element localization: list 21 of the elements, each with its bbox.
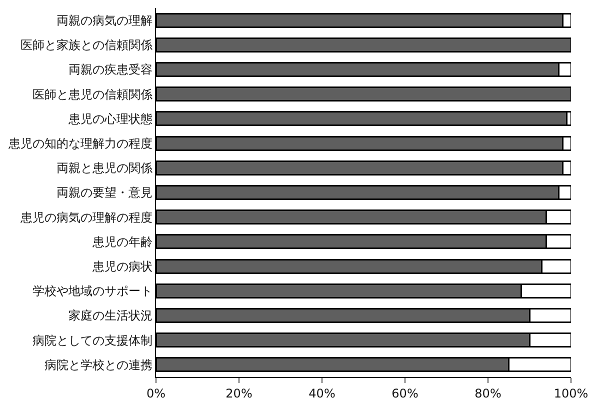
y-tick-label: 学校や地域のサポート [32, 284, 153, 298]
x-tick-label: 40% [308, 386, 336, 400]
y-tick-label: 家庭の生活状況 [68, 308, 153, 323]
y-tick-label: 病院としての支援体制 [32, 333, 153, 348]
y-tick-label: 患児の年齢 [92, 234, 153, 249]
x-tick-label: 0% [146, 386, 166, 400]
x-tick-label: 20% [226, 386, 252, 400]
y-tick-label: 患児の知的な理解力の程度 [8, 136, 153, 150]
y-tick-label: 病院と学校との連携 [44, 358, 153, 372]
y-tick-label: 医師と家族との信頼関係 [20, 38, 153, 52]
y-tick-label: 患児の心理状態 [68, 112, 153, 126]
y-tick-label: 医師と患児の信頼関係 [32, 87, 153, 102]
y-tick-label: 両親の要望・意見 [56, 186, 153, 200]
y-tick-label: 両親の病気の理解 [56, 14, 153, 28]
y-tick-label: 患児の病状 [92, 260, 153, 274]
x-tick-label: 100% [554, 386, 588, 400]
y-tick-label: 両親の疾患受容 [68, 62, 153, 77]
y-tick-label: 両親と患児の関係 [56, 161, 153, 176]
x-tick-label: 60% [392, 386, 418, 400]
y-tick-label: 患児の病気の理解の程度 [20, 210, 153, 224]
x-tick-label: 80% [474, 386, 502, 400]
